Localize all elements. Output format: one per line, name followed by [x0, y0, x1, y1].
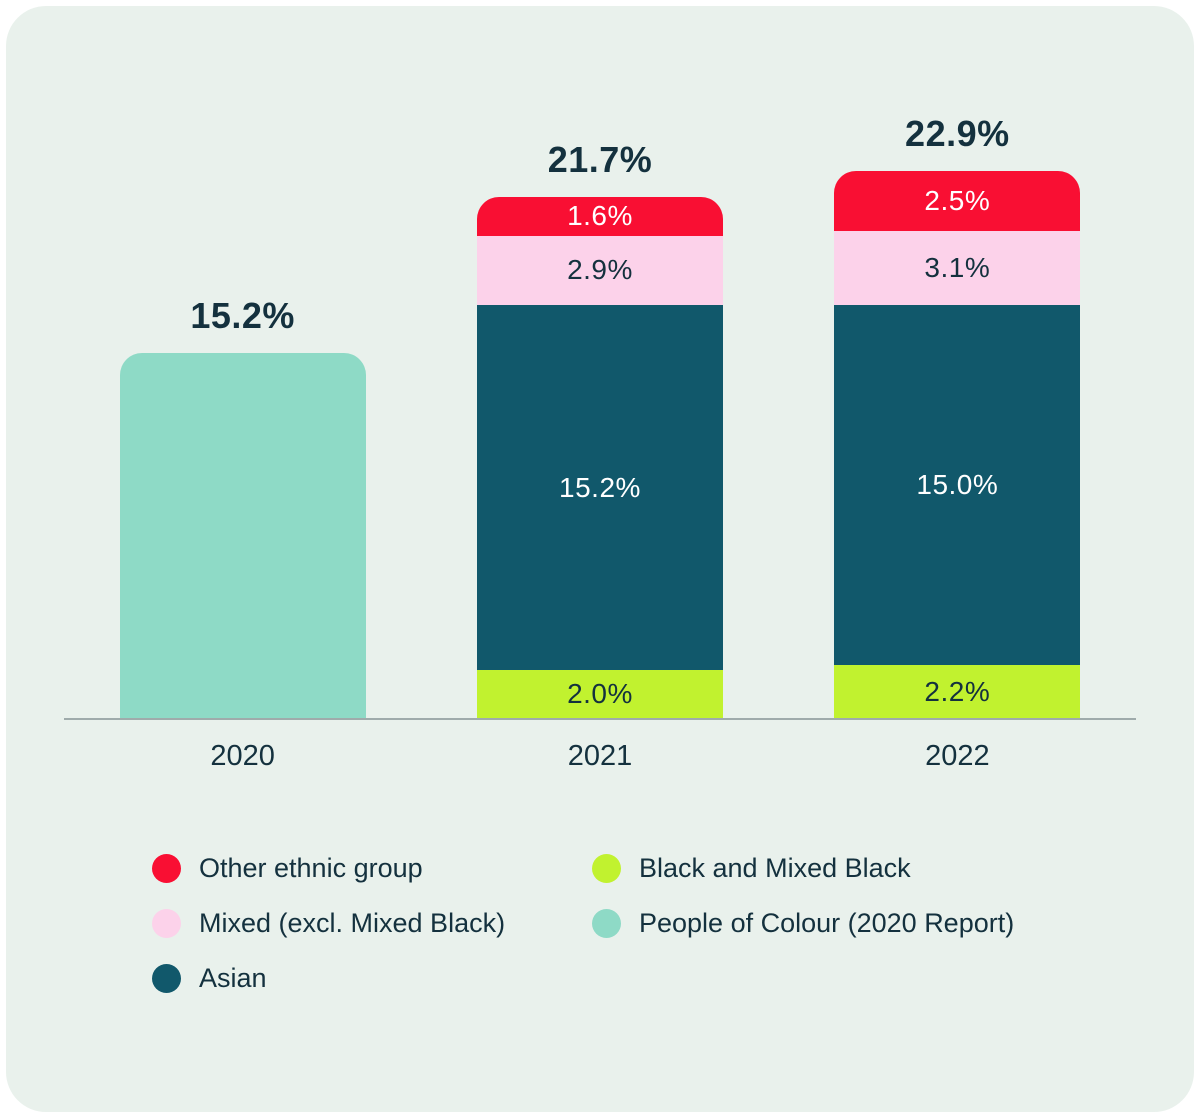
legend-item: Black and Mixed Black: [592, 853, 1194, 884]
bar-segment: 2.5%: [834, 170, 1081, 231]
legend-label: Mixed (excl. Mixed Black): [199, 908, 506, 938]
segment-value-label: 2.2%: [924, 675, 991, 707]
bar-segment: 2.0%: [476, 670, 723, 718]
legend-dot-icon: [592, 909, 621, 938]
bar-total-label: 21.7%: [547, 139, 653, 181]
x-axis-labels: 2020 2021 2022: [64, 740, 1136, 773]
stacked-bar-chart: 15.2% 21.7% 1.6% 2.9% 15.2% 2.0% 22.9% 2.5% 3.1%…: [6, 98, 1194, 773]
legend-dot-icon: [152, 964, 181, 993]
legend-item: People of Colour (2020 Report): [592, 908, 1194, 939]
category-label-2021: 2021: [567, 740, 633, 772]
segment-value-label: 15.2%: [559, 471, 641, 503]
bar-segment: 1.6%: [476, 197, 723, 236]
bar-2022: 2.5% 3.1% 15.0% 2.2%: [834, 170, 1081, 718]
bar-group-2022: 22.9% 2.5% 3.1% 15.0% 2.2%: [779, 113, 1136, 718]
legend-label: Asian: [199, 963, 267, 993]
bar-2020: [119, 353, 366, 718]
bar-segment: 15.2%: [476, 305, 723, 670]
bar-segment: 2.9%: [476, 235, 723, 306]
legend-label: People of Colour (2020 Report): [639, 908, 1015, 938]
legend: Other ethnic group Black and Mixed Black M…: [152, 853, 1194, 994]
bar-group-2020: 15.2%: [64, 295, 421, 718]
legend-dot-icon: [152, 854, 181, 883]
plot-area: 15.2% 21.7% 1.6% 2.9% 15.2% 2.0% 22.9% 2.5% 3.1%…: [64, 98, 1136, 720]
bar-total-label: 22.9%: [905, 112, 1010, 154]
segment-value-label: 3.1%: [924, 252, 991, 283]
bar-total-label: 15.2%: [190, 295, 295, 337]
category-label-2020: 2020: [210, 740, 275, 772]
segment-value-label: 2.0%: [567, 678, 633, 709]
bar-segment: 15.0%: [834, 305, 1081, 666]
segment-value-label: 2.5%: [924, 184, 991, 216]
legend-item: Mixed (excl. Mixed Black): [152, 908, 592, 939]
bar-segment: 2.2%: [834, 665, 1081, 718]
bar-2021: 1.6% 2.9% 15.2% 2.0%: [476, 197, 723, 718]
segment-value-label: 15.0%: [916, 469, 999, 501]
legend-item: Asian: [152, 963, 592, 994]
legend-dot-icon: [592, 854, 621, 883]
bar-segment: [119, 353, 366, 718]
segment-value-label: 2.9%: [567, 254, 633, 286]
legend-item: Other ethnic group: [152, 853, 592, 884]
segment-value-label: 1.6%: [567, 200, 633, 232]
legend-label: Other ethnic group: [199, 853, 423, 883]
bar-segment: 3.1%: [834, 230, 1081, 306]
bar-group-2021: 21.7% 1.6% 2.9% 15.2% 2.0%: [421, 139, 778, 718]
legend-label: Black and Mixed Black: [639, 853, 911, 883]
chart-card: 15.2% 21.7% 1.6% 2.9% 15.2% 2.0% 22.9% 2.5% 3.1%…: [6, 6, 1194, 1112]
category-label-2022: 2022: [925, 740, 990, 772]
legend-dot-icon: [152, 909, 181, 938]
